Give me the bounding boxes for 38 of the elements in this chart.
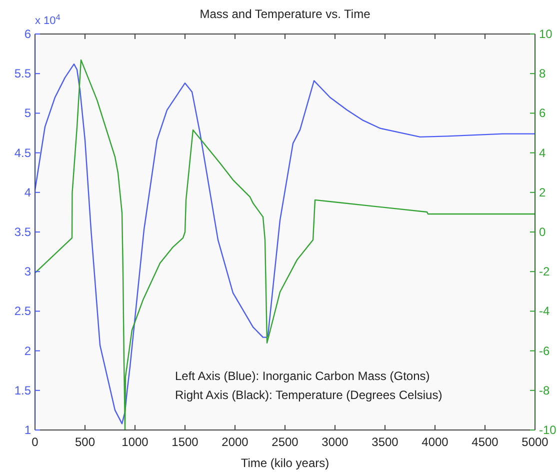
text: x 10$^{4}$	[35, 12, 61, 27]
y-tick-label: 5.5	[14, 66, 32, 81]
y-tick-label: 3.5	[14, 225, 32, 239]
x-tick-label: 2000	[222, 435, 249, 449]
y-tick-label: 1.5	[14, 383, 32, 398]
y-tick-label: 4.5	[14, 146, 32, 160]
x-tick-label: 4500	[472, 435, 499, 449]
y2-tick-label: -8	[539, 383, 550, 398]
annotation: Left Axis (Blue): Inorganic Carbon Mass (Gtons)	[175, 369, 430, 383]
y-tick-label: 3	[24, 264, 32, 279]
y2-tick-label: 6	[539, 106, 546, 120]
x-tick-label: 4000	[422, 435, 449, 449]
x-axis-title: Time (kilo years)	[240, 456, 330, 470]
x-tick-label: 3000	[322, 435, 349, 449]
x-tick-label: 3500	[372, 435, 399, 449]
annotation: Right Axis (Black): Temperature (Degrees Celsius)	[175, 388, 442, 402]
y2-tick-label: 4	[539, 146, 546, 160]
y2-tick-label: -4	[539, 304, 550, 318]
y-tick-label: 2.5	[14, 304, 32, 318]
y2-tick-label: -10	[539, 423, 557, 437]
x-tick-label: 500	[74, 435, 96, 449]
x-tick-label: 2500	[272, 435, 299, 449]
y2-tick-label: -6	[539, 344, 550, 358]
y-tick-label: 5	[24, 106, 32, 120]
x-tick-label: 1000	[122, 435, 149, 449]
y-tick-label: 6	[24, 27, 32, 41]
y-tick-label: 2	[24, 344, 32, 358]
y2-tick-label: 0	[539, 225, 546, 239]
x-tick-label: 1500	[172, 435, 199, 449]
y2-tick-label: 2	[539, 185, 546, 200]
y2-tick-label: -2	[539, 264, 550, 279]
y-tick-label: 4	[24, 185, 32, 200]
x-tick-label: 0	[32, 435, 39, 449]
y2-tick-label: 8	[539, 66, 546, 81]
y2-tick-label: 10	[539, 27, 553, 41]
y-tick-label: 1	[24, 423, 32, 437]
chart-title: Mass and Temperature vs. Time	[200, 7, 371, 21]
x-tick-label: 5000	[522, 435, 549, 449]
